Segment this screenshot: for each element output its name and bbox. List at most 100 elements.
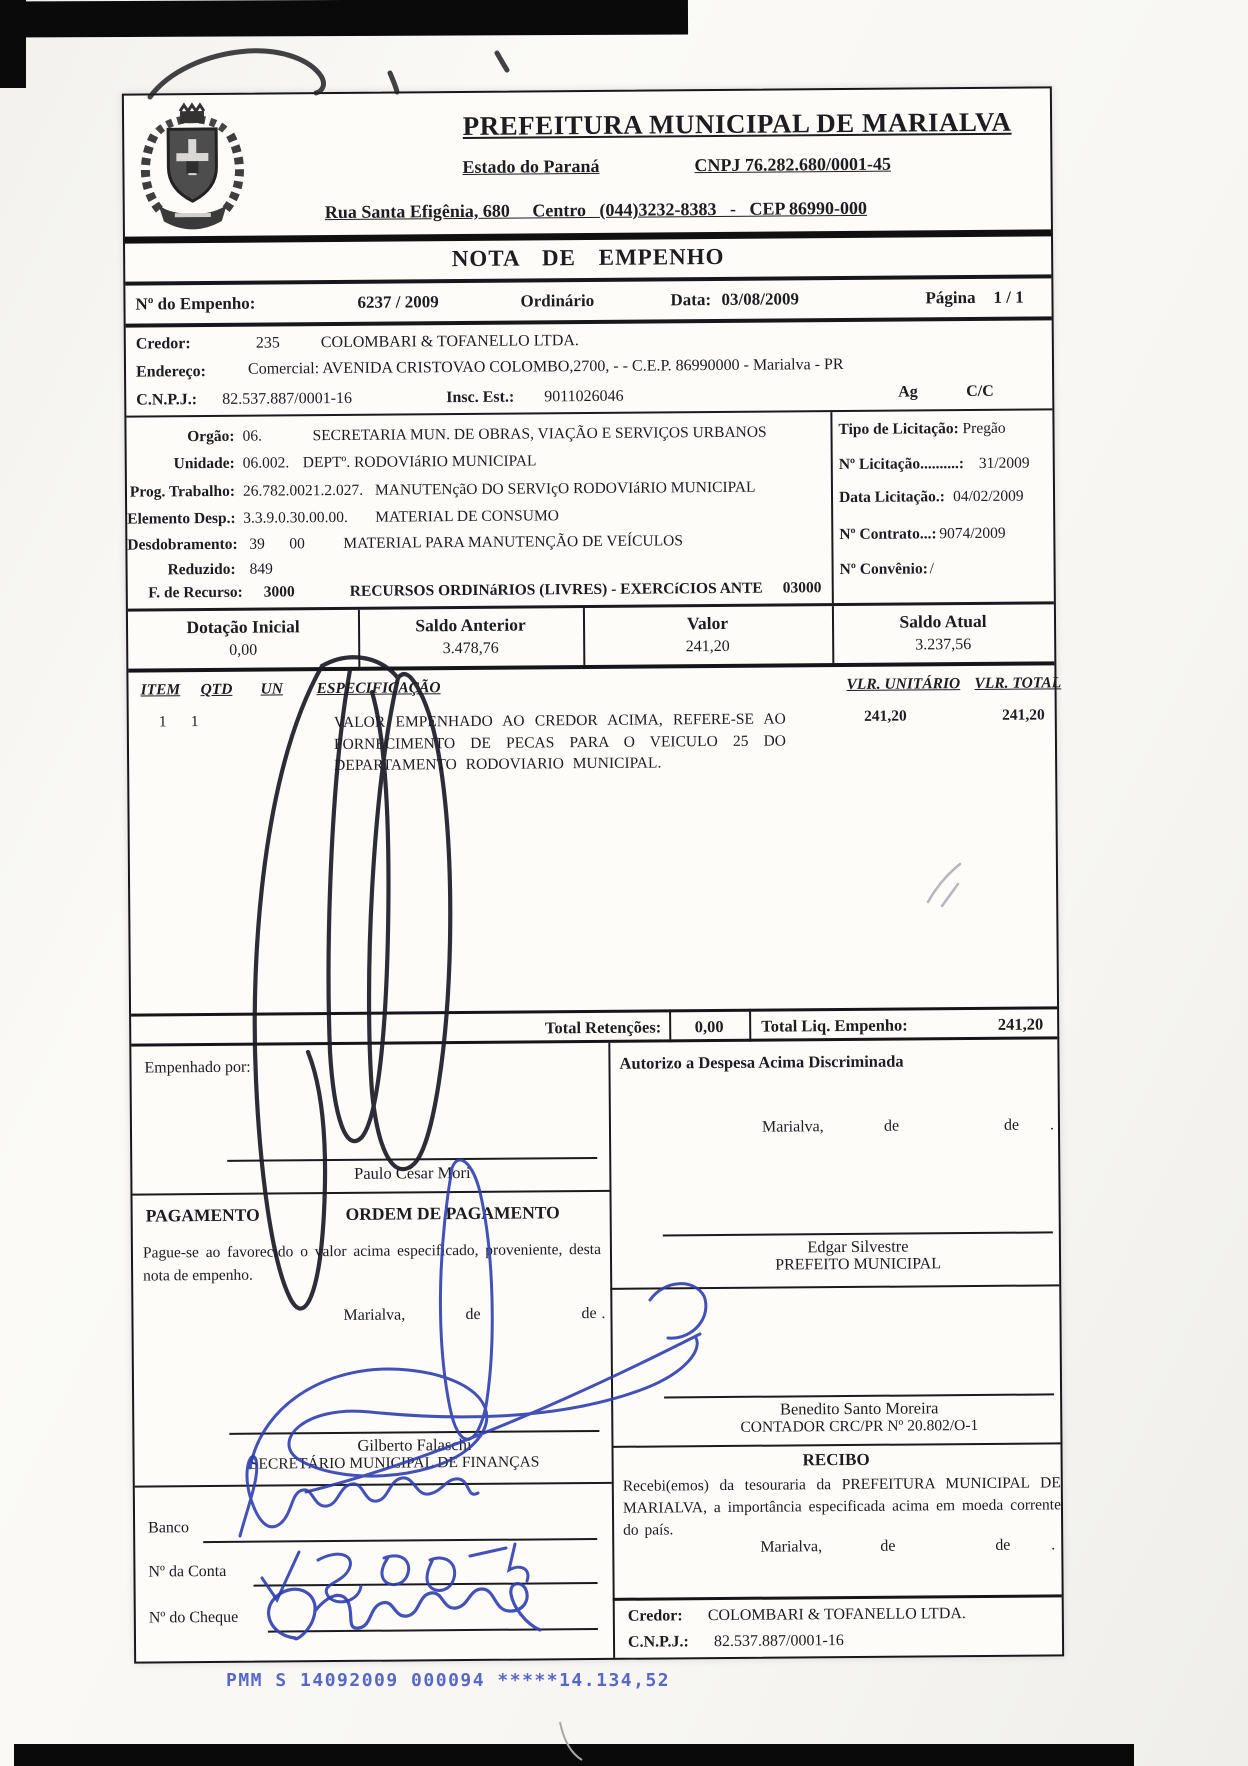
- empenho-row-bottom-border: [125, 316, 1052, 328]
- desdobramento-label: Desdobramento:: [127, 535, 238, 554]
- left-divider-2: [134, 1481, 612, 1488]
- right-period: .: [1049, 1116, 1055, 1134]
- recibo-city: Marialva,: [760, 1538, 823, 1556]
- left-period: .: [601, 1304, 606, 1322]
- banco-field-line: [203, 1537, 598, 1544]
- right-divider-2: [611, 1442, 1061, 1448]
- orcamento-block: Orgão: 06. SECRETARIA MUN. DE OBRAS, VIA…: [124, 88, 1054, 612]
- org-address: Rua Santa Efigênia, 680 Centro (044)3232…: [324, 197, 868, 223]
- licitacao-numero-label: Nº Licitação..........:: [838, 455, 965, 474]
- recurso-desc: RECURSOS ORDINáRIOS (LIVRES) - EXERCíCIO…: [349, 579, 763, 600]
- empenhado-por-label: Empenhado por:: [144, 1058, 251, 1077]
- item-number: 1: [158, 713, 167, 731]
- item-vlr-total: 241,20: [1002, 706, 1045, 724]
- top-pen-scribble: [147, 48, 510, 100]
- org-title: PREFEITURA MUNICIPAL DE MARIALVA: [462, 106, 1012, 141]
- recibo-credor-nome: COLOMBARI & TOFANELLO LTDA.: [707, 1605, 966, 1625]
- valor-label: Valor: [686, 612, 729, 634]
- total-retencoes-value: 0,00: [694, 1016, 724, 1037]
- page-value: 1 / 1: [993, 287, 1024, 307]
- scan-black-bar-top-left: [0, 0, 26, 88]
- dotacao-divider-2: [582, 608, 586, 666]
- cc-label: C/C: [966, 382, 994, 401]
- pagamento-title: PAGAMENTO: [145, 1204, 260, 1226]
- document-header: PREFEITURA MUNICIPAL DE MARIALVA Estado …: [124, 88, 1052, 286]
- endereco-label: Endereço:: [135, 363, 207, 381]
- banco-label: Banco: [148, 1519, 190, 1537]
- licitacao-tipo-label: Tipo de Licitação:: [838, 420, 959, 439]
- totals-divider-2: [749, 1008, 752, 1042]
- page-label: Página: [925, 287, 976, 308]
- licitacao-numero-value: 31/2009: [978, 454, 1030, 472]
- column-divider: [608, 1042, 616, 1658]
- item-qtd: 1: [190, 713, 199, 731]
- licitacao-data-label: Data Licitação.:: [838, 488, 945, 507]
- unidade-desc: DEPTº. RODOVIáRIO MUNICIPAL: [302, 452, 537, 472]
- municipal-coat-of-arms: [140, 102, 244, 230]
- recibo-de-2: de: [995, 1536, 1011, 1554]
- empenhado-nome: Paulo César Mori: [354, 1162, 471, 1183]
- credor-block: Credor: 235 COLOMBARI & TOFANELLO LTDA. …: [124, 88, 1053, 418]
- empenho-date: 03/08/2009: [721, 289, 800, 309]
- recurso-code2: 03000: [782, 579, 822, 597]
- right-de-2: de: [1003, 1116, 1020, 1134]
- contador-cargo: CONTADOR CRC/PR Nº 20.802/O-1: [740, 1416, 979, 1436]
- items-table: ITEM QTD UN ESPECIFICAÇÃO VLR. UNITÁRIO …: [124, 88, 1061, 774]
- prog-trabalho-label: Prog. Trabalho:: [129, 482, 236, 501]
- licitacao-box-left-border: [830, 412, 834, 604]
- endereco-value: Comercial: AVENIDA CRISTOVAO COLOMBO,270…: [247, 356, 844, 378]
- total-retencoes-label: Total Retenções:: [544, 1017, 662, 1038]
- saldo-atual-value: 3.237,56: [915, 636, 972, 654]
- ag-label: Ag: [898, 383, 918, 401]
- desdobramento-code2: 00: [289, 535, 305, 553]
- orgao-label: Orgão:: [187, 427, 235, 446]
- dotacao-divider-1: [357, 609, 361, 667]
- col-header-item: ITEM: [140, 681, 181, 699]
- desdobramento-desc: MATERIAL PARA MANUTENÇÃO DE VEÍCULOS: [343, 532, 684, 552]
- credor-code: 235: [255, 334, 280, 352]
- credor-box-top-border: [612, 1594, 1062, 1601]
- recibo-credor-label: Credor:: [627, 1607, 683, 1625]
- item-especificacao: VALOR EMPENHADO AO CREDOR ACIMA, REFERE-…: [333, 710, 787, 775]
- credor-name: COLOMBARI & TOFANELLO LTDA.: [320, 332, 579, 352]
- org-state: Estado do Paraná: [462, 155, 600, 178]
- left-column: Empenhado por: Paulo César Mori PAGAMENT…: [124, 88, 1050, 1633]
- empenho-number: 6237 / 2009: [357, 292, 439, 312]
- dotacao-divider-3: [831, 606, 835, 664]
- conta-label: Nº da Conta: [148, 1562, 227, 1581]
- total-liq-value: 241,20: [997, 1014, 1044, 1034]
- reduzido-label: Reduzido:: [167, 560, 236, 579]
- conta-field-line: [253, 1581, 598, 1587]
- unidade-label: Unidade:: [173, 454, 235, 473]
- org-cnpj: CNPJ 76.282.680/0001-45: [694, 153, 892, 176]
- valor-value: 241,20: [685, 637, 730, 656]
- prog-trabalho-desc: MANUTENçãO DO SERVIçO RODOVIáRIO MUNICIP…: [374, 478, 756, 499]
- credor-cnpj-value: 82.537.887/0001-16: [222, 389, 353, 408]
- cheque-field-line: [267, 1627, 598, 1633]
- totals-row: Total Retenções: 0,00 Total Liq. Empenho…: [124, 88, 1058, 1047]
- right-column: Autorizo a Despesa Acima Discriminada Ma…: [124, 88, 1062, 1651]
- credor-label: Credor:: [135, 335, 191, 353]
- recibo-period: .: [1051, 1536, 1056, 1554]
- orcamento-block-bottom-border: [127, 601, 1054, 612]
- scan-black-bar-bottom: [14, 1744, 1134, 1766]
- scan-black-bar-top: [0, 0, 689, 38]
- cheque-label: Nº do Cheque: [148, 1608, 239, 1627]
- col-header-vlr-total: VLR. TOTAL: [974, 674, 1062, 692]
- recibo-title: RECIBO: [802, 1449, 870, 1470]
- saldo-anterior-label: Saldo Anterior: [415, 614, 526, 636]
- insc-value: 9011026046: [544, 387, 624, 406]
- contrato-label: Nº Contrato...:: [839, 525, 937, 544]
- dotacao-row: Dotação Inicial 0,00 Saldo Anterior 3.47…: [124, 88, 1055, 673]
- elemento-desp-code: 3.3.9.0.30.00.00.: [243, 508, 348, 527]
- recibo-de-1: de: [880, 1537, 896, 1555]
- empenho-kind: Ordinário: [520, 290, 595, 311]
- recurso-code: 3000: [263, 583, 295, 601]
- credor-cnpj-label: C.N.P.J.:: [136, 391, 198, 409]
- empenho-row: Nº do Empenho: 6237 / 2009 Ordinário Dat…: [124, 88, 1052, 328]
- prog-trabalho-code: 26.782.0021.2.027.: [242, 481, 364, 500]
- recibo-cnpj-valor: 82.537.887/0001-16: [713, 1632, 844, 1651]
- orgao-desc: SECRETARIA MUN. DE OBRAS, VIAÇÃO E SERVI…: [312, 423, 767, 445]
- right-city: Marialva,: [761, 1118, 824, 1136]
